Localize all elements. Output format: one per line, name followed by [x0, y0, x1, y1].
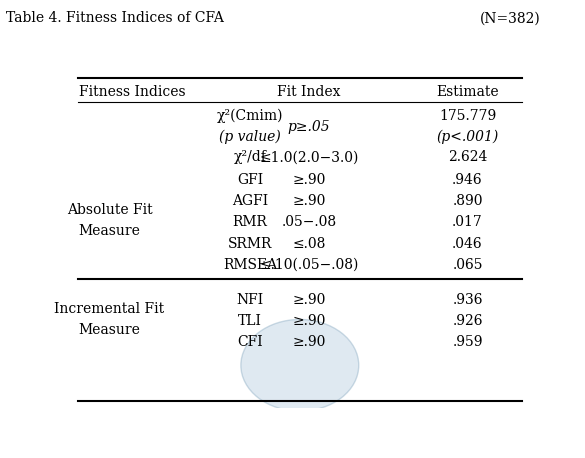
Text: .017: .017	[452, 215, 483, 229]
Text: .05−.08: .05−.08	[281, 215, 336, 229]
Text: CFI: CFI	[237, 335, 263, 349]
Text: 2.624: 2.624	[448, 150, 487, 164]
Circle shape	[241, 320, 359, 411]
Text: ≥.90: ≥.90	[292, 314, 326, 328]
Text: .946: .946	[452, 173, 483, 187]
Text: RMSEA: RMSEA	[223, 258, 277, 272]
Text: .959: .959	[452, 335, 483, 349]
Text: Table 4. Fitness Indices of CFA: Table 4. Fitness Indices of CFA	[6, 11, 223, 26]
Text: GFI: GFI	[237, 173, 263, 187]
Text: ≥.90: ≥.90	[292, 293, 326, 307]
Text: p≥.05: p≥.05	[288, 120, 330, 134]
Text: ≤.08: ≤.08	[292, 237, 326, 251]
Text: ≤.10(.05−.08): ≤.10(.05−.08)	[259, 258, 359, 272]
Text: RMR: RMR	[232, 215, 267, 229]
Text: Measure: Measure	[78, 323, 140, 337]
Text: .890: .890	[452, 194, 483, 208]
Text: NFI: NFI	[236, 293, 263, 307]
Text: ≤1.0(2.0−3.0): ≤1.0(2.0−3.0)	[259, 150, 359, 164]
Text: ≥.90: ≥.90	[292, 335, 326, 349]
Text: Fitness Indices: Fitness Indices	[79, 85, 185, 99]
Text: (N=382): (N=382)	[480, 11, 541, 26]
Text: (p<.001): (p<.001)	[436, 130, 498, 144]
Text: .065: .065	[452, 258, 483, 272]
Text: χ²/df: χ²/df	[233, 150, 266, 164]
Text: .046: .046	[452, 237, 483, 251]
Text: Measure: Measure	[78, 224, 140, 238]
Text: .936: .936	[452, 293, 483, 307]
Text: Absolute Fit: Absolute Fit	[67, 203, 152, 217]
Text: .926: .926	[452, 314, 483, 328]
Text: χ²(Cmim): χ²(Cmim)	[216, 109, 283, 123]
Text: ≥.90: ≥.90	[292, 173, 326, 187]
Text: ≥.90: ≥.90	[292, 194, 326, 208]
Text: (p value): (p value)	[219, 130, 281, 144]
Text: Estimate: Estimate	[436, 85, 499, 99]
Text: Fit Index: Fit Index	[277, 85, 340, 99]
Text: AGFI: AGFI	[232, 194, 268, 208]
Text: SRMR: SRMR	[228, 237, 272, 251]
Text: Incremental Fit: Incremental Fit	[54, 302, 164, 316]
Text: TLI: TLI	[238, 314, 262, 328]
Text: 175.779: 175.779	[439, 109, 496, 123]
